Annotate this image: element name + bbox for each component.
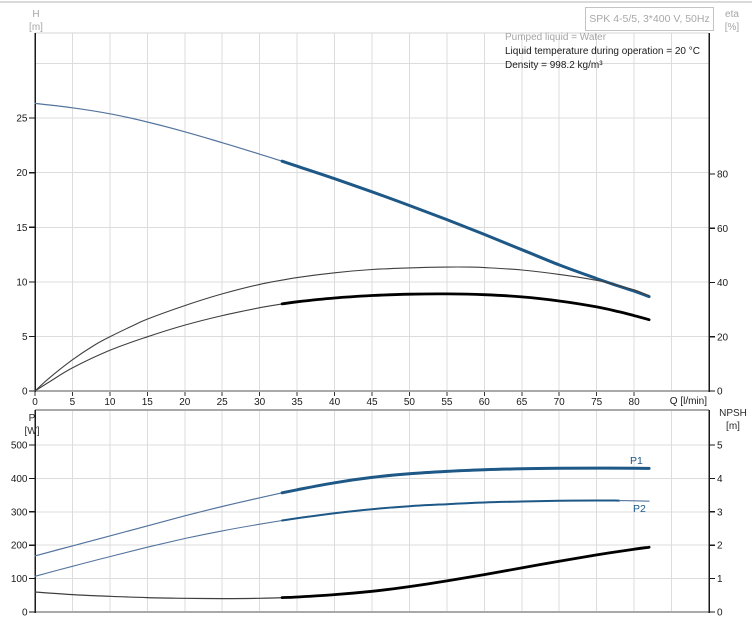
info-line-temperature: Liquid temperature during operation = 20… — [505, 46, 700, 57]
y-tick-label: 500 — [11, 441, 28, 452]
curve-P1 — [280, 466, 651, 495]
curve-QH — [34, 102, 283, 162]
eta-axis-symbol: eta — [725, 9, 739, 20]
h-axis-symbol: H — [32, 9, 40, 20]
y-tick-label: 100 — [11, 574, 28, 585]
top-border-line — [0, 1, 752, 3]
y-tick-label: 2 — [717, 541, 723, 552]
curve-P2 — [618, 500, 650, 502]
y-tick-label: 60 — [717, 224, 729, 235]
x-tick-label: 5 — [70, 397, 76, 408]
q-axis-label: Q [l/min] — [669, 396, 707, 407]
y-tick-label: 20 — [717, 332, 729, 343]
x-tick-label: 50 — [404, 397, 416, 408]
y-tick-label: 80 — [717, 170, 729, 181]
y-tick-label: 15 — [16, 223, 28, 234]
info-line-density: Density = 998.2 kg/m³ — [505, 60, 603, 71]
y-tick-label: 5 — [717, 441, 723, 452]
curve-P1 — [34, 492, 283, 557]
eta-axis-unit: [%] — [724, 22, 740, 33]
curve-eta-pump-motor — [34, 303, 283, 392]
h-axis-label: H [m] — [24, 8, 48, 34]
curve-QH — [280, 159, 651, 299]
x-tick-label: 20 — [179, 397, 191, 408]
curve-P2 — [34, 519, 283, 577]
x-tick-label: 10 — [104, 397, 116, 408]
y-tick-label: 10 — [16, 277, 28, 288]
npsh-axis-symbol: NPSH — [719, 408, 747, 419]
y-tick-label: 0 — [22, 608, 28, 619]
curve-P2 — [281, 499, 621, 522]
info-line-pumped-liquid: Pumped liquid = Water — [505, 32, 607, 43]
p1-curve-label: P1 — [630, 455, 643, 467]
y-tick-label: 1 — [717, 574, 723, 585]
eta-axis-label: eta [%] — [718, 8, 746, 34]
npsh-axis-unit: [m] — [726, 421, 740, 432]
y-tick-label: 200 — [11, 541, 28, 552]
curve-eta-pump — [34, 266, 650, 392]
x-tick-label: 65 — [516, 397, 528, 408]
x-tick-label: 35 — [292, 397, 304, 408]
y-tick-label: 400 — [11, 474, 28, 485]
p-axis-unit: [W] — [24, 426, 40, 437]
y-tick-label: 0 — [717, 387, 723, 398]
x-tick-label: 15 — [142, 397, 154, 408]
curve-NPSH — [34, 591, 283, 600]
x-tick-label: 40 — [329, 397, 341, 408]
x-tick-label: 60 — [479, 397, 491, 408]
h-axis-unit: [m] — [29, 22, 43, 33]
x-tick-label: 55 — [441, 397, 453, 408]
p2-curve-label: P2 — [633, 503, 646, 515]
curve-eta-pump-motor — [280, 292, 651, 322]
y-tick-label: 0 — [717, 608, 723, 619]
p-axis-symbol: P — [28, 413, 36, 424]
y-tick-label: 40 — [717, 278, 729, 289]
npsh-axis-label: NPSH [m] — [714, 407, 752, 433]
y-tick-label: 0 — [22, 387, 28, 398]
y-tick-label: 20 — [16, 168, 28, 179]
x-tick-label: 25 — [217, 397, 229, 408]
x-tick-label: 80 — [629, 397, 641, 408]
chart-title-box: SPK 4-5/5, 3*400 V, 50Hz — [585, 7, 714, 31]
y-tick-label: 5 — [22, 332, 28, 343]
x-tick-label: 70 — [554, 397, 566, 408]
x-tick-label: 75 — [591, 397, 603, 408]
x-tick-label: 30 — [254, 397, 266, 408]
y-tick-label: 4 — [717, 474, 723, 485]
y-tick-label: 25 — [16, 114, 28, 125]
x-tick-label: 0 — [32, 397, 38, 408]
pumped-liquid-info: Pumped liquid = Water Liquid temperature… — [505, 31, 700, 73]
y-tick-label: 3 — [717, 507, 723, 518]
y-tick-label: 300 — [11, 507, 28, 518]
x-tick-label: 45 — [366, 397, 378, 408]
curve-NPSH — [280, 545, 651, 599]
p-axis-label: P [W] — [20, 412, 44, 438]
